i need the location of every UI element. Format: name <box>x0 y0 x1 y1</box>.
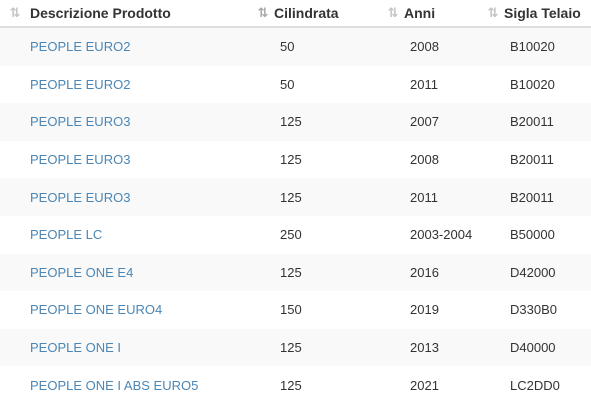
column-header-cilindrata[interactable]: ⇅ Cilindrata <box>252 0 382 28</box>
cell-cilindrata: 125 <box>252 366 382 404</box>
cell-anni: 2008 <box>382 27 482 66</box>
table-row: PEOPLE EURO3 125 2007 B20011 <box>0 103 591 141</box>
cell-descrizione: PEOPLE EURO3 <box>0 178 252 216</box>
table-row: PEOPLE ONE I ABS EURO5 125 2021 LC2DD0 <box>0 366 591 404</box>
sort-updown-icon[interactable]: ⇅ <box>9 5 21 20</box>
sort-updown-icon[interactable]: ⇅ <box>387 5 399 20</box>
cell-cilindrata: 125 <box>252 178 382 216</box>
cell-sigla-telaio: B10020 <box>482 27 591 66</box>
cell-sigla-telaio: D42000 <box>482 253 591 292</box>
cell-anni: 2007 <box>382 103 482 141</box>
table-row: PEOPLE EURO2 50 2008 B10020 <box>0 27 591 66</box>
table-row: PEOPLE ONE E4 125 2016 D42000 <box>0 253 591 292</box>
cell-cilindrata: 125 <box>252 253 382 292</box>
cell-sigla-telaio: D330B0 <box>482 291 591 329</box>
cell-descrizione: PEOPLE LC <box>0 215 252 254</box>
table-row: PEOPLE EURO3 125 2011 B20011 <box>0 178 591 216</box>
cell-anni: 2019 <box>382 291 482 329</box>
table-row: PEOPLE EURO2 50 2011 B10020 <box>0 65 591 104</box>
sort-numeric-icon[interactable]: ⇅ <box>257 5 269 20</box>
table-row: PEOPLE EURO3 125 2008 B20011 <box>0 140 591 179</box>
cell-anni: 2003-2004 <box>382 215 482 254</box>
product-link[interactable]: PEOPLE ONE EURO4 <box>30 302 163 318</box>
cell-descrizione: PEOPLE EURO3 <box>0 140 252 179</box>
cell-anni: 2011 <box>382 178 482 216</box>
sort-updown-icon[interactable]: ⇅ <box>487 5 499 20</box>
cell-cilindrata: 150 <box>252 291 382 329</box>
product-link[interactable]: PEOPLE EURO3 <box>30 114 131 130</box>
cell-sigla-telaio: LC2DD0 <box>482 366 591 404</box>
cell-sigla-telaio: B20011 <box>482 140 591 179</box>
table-header: ⇅ Descrizione Prodotto ⇅ Cilindrata ⇅ An… <box>0 0 591 28</box>
cell-descrizione: PEOPLE ONE E4 <box>0 253 252 292</box>
header-row: ⇅ Descrizione Prodotto ⇅ Cilindrata ⇅ An… <box>0 0 591 28</box>
cell-cilindrata: 50 <box>252 65 382 104</box>
product-link[interactable]: PEOPLE EURO2 <box>30 39 131 55</box>
column-header-label: Sigla Telaio <box>504 5 581 21</box>
cell-cilindrata: 125 <box>252 140 382 179</box>
column-header-anni[interactable]: ⇅ Anni <box>382 0 482 28</box>
cell-sigla-telaio: D40000 <box>482 328 591 367</box>
cell-cilindrata: 250 <box>252 215 382 254</box>
table-row: PEOPLE ONE EURO4 150 2019 D330B0 <box>0 291 591 329</box>
cell-cilindrata: 125 <box>252 103 382 141</box>
product-link[interactable]: PEOPLE LC <box>30 227 103 243</box>
cell-cilindrata: 125 <box>252 328 382 367</box>
cell-sigla-telaio: B10020 <box>482 65 591 104</box>
cell-sigla-telaio: B50000 <box>482 215 591 254</box>
table-row: PEOPLE ONE I 125 2013 D40000 <box>0 328 591 367</box>
product-link[interactable]: PEOPLE EURO3 <box>30 189 131 205</box>
product-link[interactable]: PEOPLE EURO3 <box>30 152 131 168</box>
cell-anni: 2021 <box>382 366 482 404</box>
cell-descrizione: PEOPLE EURO2 <box>0 27 252 66</box>
cell-sigla-telaio: B20011 <box>482 103 591 141</box>
product-link[interactable]: PEOPLE ONE I ABS EURO5 <box>30 377 199 393</box>
column-header-label: Anni <box>404 5 436 21</box>
column-header-label: Cilindrata <box>274 5 339 21</box>
cell-descrizione: PEOPLE ONE EURO4 <box>0 291 252 329</box>
table-body: PEOPLE EURO2 50 2008 B10020 PEOPLE EURO2… <box>0 27 591 404</box>
product-link[interactable]: PEOPLE EURO2 <box>30 76 131 92</box>
cell-descrizione: PEOPLE ONE I ABS EURO5 <box>0 366 252 404</box>
table-row: PEOPLE LC 250 2003-2004 B50000 <box>0 215 591 254</box>
cell-anni: 2011 <box>382 65 482 104</box>
cell-sigla-telaio: B20011 <box>482 178 591 216</box>
column-header-descrizione[interactable]: ⇅ Descrizione Prodotto <box>0 0 252 28</box>
cell-descrizione: PEOPLE ONE I <box>0 328 252 367</box>
product-link[interactable]: PEOPLE ONE E4 <box>30 264 134 280</box>
cell-anni: 2013 <box>382 328 482 367</box>
cell-descrizione: PEOPLE EURO2 <box>0 65 252 104</box>
cell-anni: 2016 <box>382 253 482 292</box>
column-header-label: Descrizione Prodotto <box>30 5 171 21</box>
cell-cilindrata: 50 <box>252 27 382 66</box>
column-header-sigla-telaio[interactable]: ⇅ Sigla Telaio <box>482 0 591 28</box>
cell-anni: 2008 <box>382 140 482 179</box>
product-link[interactable]: PEOPLE ONE I <box>30 340 122 356</box>
cell-descrizione: PEOPLE EURO3 <box>0 103 252 141</box>
